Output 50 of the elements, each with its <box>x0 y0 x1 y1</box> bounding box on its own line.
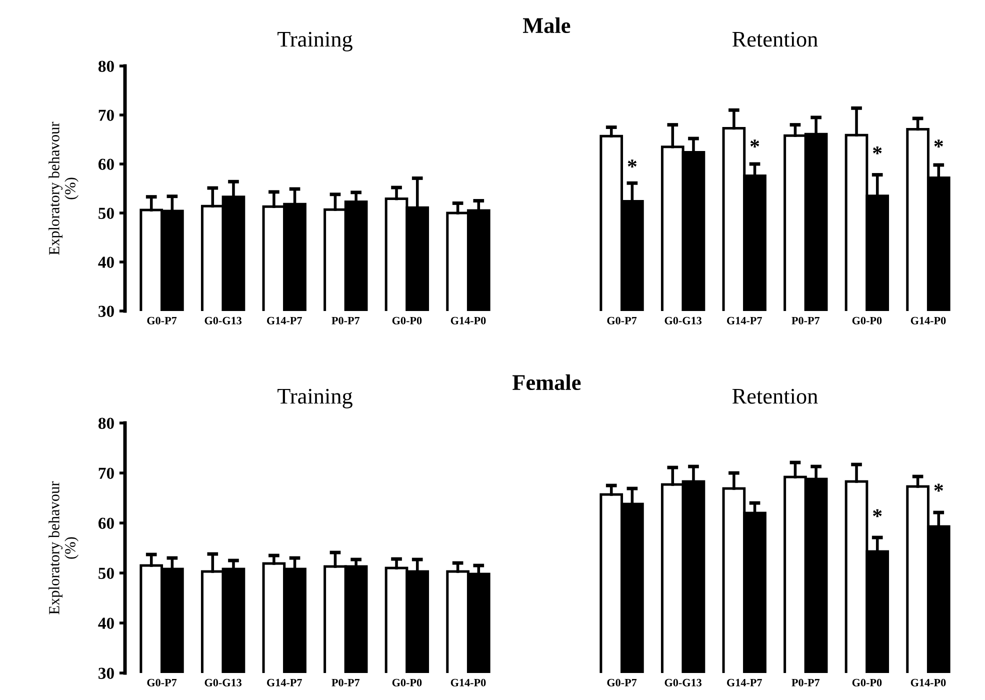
annotation: * <box>873 146 882 154</box>
x-tick-label: G14-P7 <box>727 678 762 686</box>
x-tick-label: G0-P0 <box>392 316 422 324</box>
y-tick-label: 40 <box>98 618 114 629</box>
text: Male <box>522 17 570 34</box>
annotation: * <box>750 140 760 148</box>
y-tick-label: 80 <box>98 418 114 429</box>
x-tick-label: P0-P7 <box>792 678 820 686</box>
annotation: * <box>628 160 637 168</box>
x-tick-label: G14-P0 <box>450 678 486 686</box>
chart-title: Retention <box>732 388 818 404</box>
y-tick-label: 50 <box>98 568 114 579</box>
annotation: * <box>934 140 943 148</box>
x-tick-label: G0-G13 <box>204 678 242 686</box>
x-tick-label: G0-P0 <box>392 678 422 686</box>
annotation: * <box>934 484 943 492</box>
y-axis-title: Exploratory behavour (%) <box>48 122 78 255</box>
x-tick-label: P0-P7 <box>792 316 820 324</box>
x-tick-label: G0-P0 <box>852 316 882 324</box>
x-tick-label: G14-P7 <box>267 678 302 686</box>
x-tick-label: G0-G13 <box>664 678 702 686</box>
chart-title: Training <box>278 32 352 52</box>
y-tick-label: 70 <box>98 110 114 121</box>
x-tick-label: G14-P7 <box>727 316 762 324</box>
x-tick-label: G14-P7 <box>267 316 302 324</box>
y-tick-label: 30 <box>98 668 114 679</box>
y-tick-label: 40 <box>98 256 114 268</box>
y-tick-label: 30 <box>98 306 114 317</box>
y-tick-label: 70 <box>98 468 114 479</box>
x-tick-label: G0-G13 <box>204 316 242 324</box>
chart-title: Training <box>278 388 352 408</box>
x-tick-label: G0-P7 <box>607 316 637 324</box>
y-tick-label: 80 <box>98 60 114 72</box>
x-tick-label: G14-P0 <box>450 316 486 324</box>
x-tick-label: G0-G13 <box>664 316 702 324</box>
y-tick-label: 60 <box>98 158 114 170</box>
x-tick-label: G14-P0 <box>910 316 946 324</box>
chart-title: Retention <box>732 32 818 47</box>
x-tick-label: G0-P7 <box>607 678 637 686</box>
annotation: * <box>873 509 882 518</box>
x-tick-label: P0-P7 <box>332 316 360 324</box>
x-tick-label: G14-P0 <box>910 678 946 686</box>
y-axis-title: Exploratory behavour (%) <box>48 481 78 614</box>
y-tick-label: 50 <box>98 208 114 219</box>
x-tick-label: G0-P7 <box>147 316 177 324</box>
x-tick-label: G0-P7 <box>147 678 177 686</box>
x-tick-label: G0-P0 <box>852 678 882 686</box>
x-tick-label: P0-P7 <box>332 678 360 686</box>
y-tick-label: 60 <box>98 518 114 529</box>
text: Female <box>512 374 581 390</box>
